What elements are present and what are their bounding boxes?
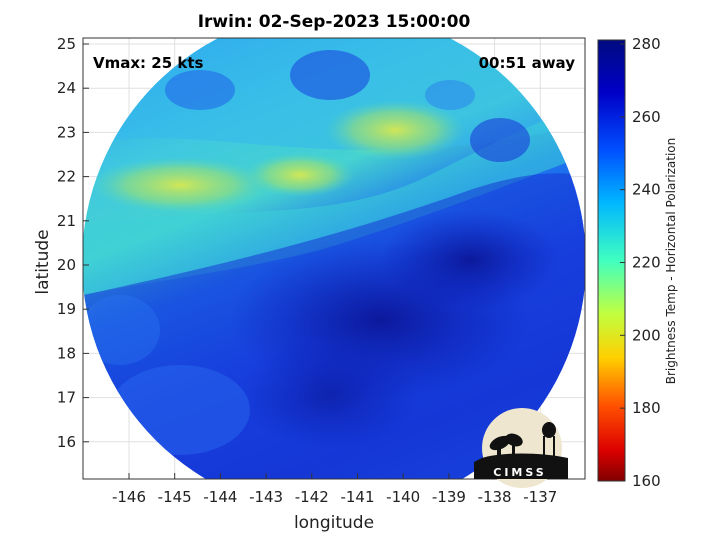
colorbar-tick-label: 180 [632, 399, 661, 417]
x-tick-label: -140 [386, 488, 420, 506]
vmax-label: Vmax: 25 kts [93, 54, 203, 72]
swath-image [83, 38, 585, 479]
cimss-logo: CIMSS [474, 408, 568, 488]
y-tick-label: 22 [57, 168, 76, 186]
colorbar [597, 39, 626, 482]
axes-frame [82, 37, 586, 480]
x-axis: -146 -145 -144 -143 -142 -141 -140 -139 -138 -137 [112, 473, 557, 506]
y-tick-label: 23 [57, 123, 76, 141]
x-tick-label: -146 [112, 488, 146, 506]
x-tick-label: -142 [295, 488, 329, 506]
x-tick-label: -143 [249, 488, 283, 506]
colorbar-tick-label: 200 [632, 326, 661, 344]
colorbar-tick-label: 260 [632, 108, 661, 126]
y-tick-label: 19 [57, 300, 76, 318]
y-tick-label: 20 [57, 256, 76, 274]
y-tick-label: 18 [57, 344, 76, 362]
y-tick-label: 24 [57, 79, 76, 97]
y-tick-label: 17 [57, 389, 76, 407]
colorbar-tick-label: 280 [632, 35, 661, 53]
y-axis: 25 24 23 22 21 20 19 18 17 16 [57, 35, 89, 451]
y-axis-label: latitude [33, 229, 53, 294]
x-tick-label: -139 [432, 488, 466, 506]
colorbar-ticks: 280 260 240 220 200 180 160 [620, 35, 661, 490]
x-tick-label: -138 [478, 488, 512, 506]
x-axis-label: longitude [294, 513, 374, 533]
logo-text: CIMSS [493, 466, 546, 479]
x-tick-label: -145 [158, 488, 192, 506]
colorbar-label: Brightness Temp - Horizontal Polarizatio… [664, 138, 678, 385]
y-tick-label: 25 [57, 35, 76, 53]
colorbar-tick-label: 220 [632, 254, 661, 272]
x-tick-label: -137 [523, 488, 557, 506]
chart-title: Irwin: 02-Sep-2023 15:00:00 [198, 12, 471, 32]
y-tick-label: 21 [57, 212, 76, 230]
away-label: 00:51 away [479, 54, 576, 72]
x-tick-label: -141 [340, 488, 374, 506]
colorbar-tick-label: 240 [632, 181, 661, 199]
y-tick-label: 16 [57, 433, 76, 451]
x-tick-label: -144 [203, 488, 237, 506]
colorbar-tick-label: 160 [632, 472, 661, 490]
